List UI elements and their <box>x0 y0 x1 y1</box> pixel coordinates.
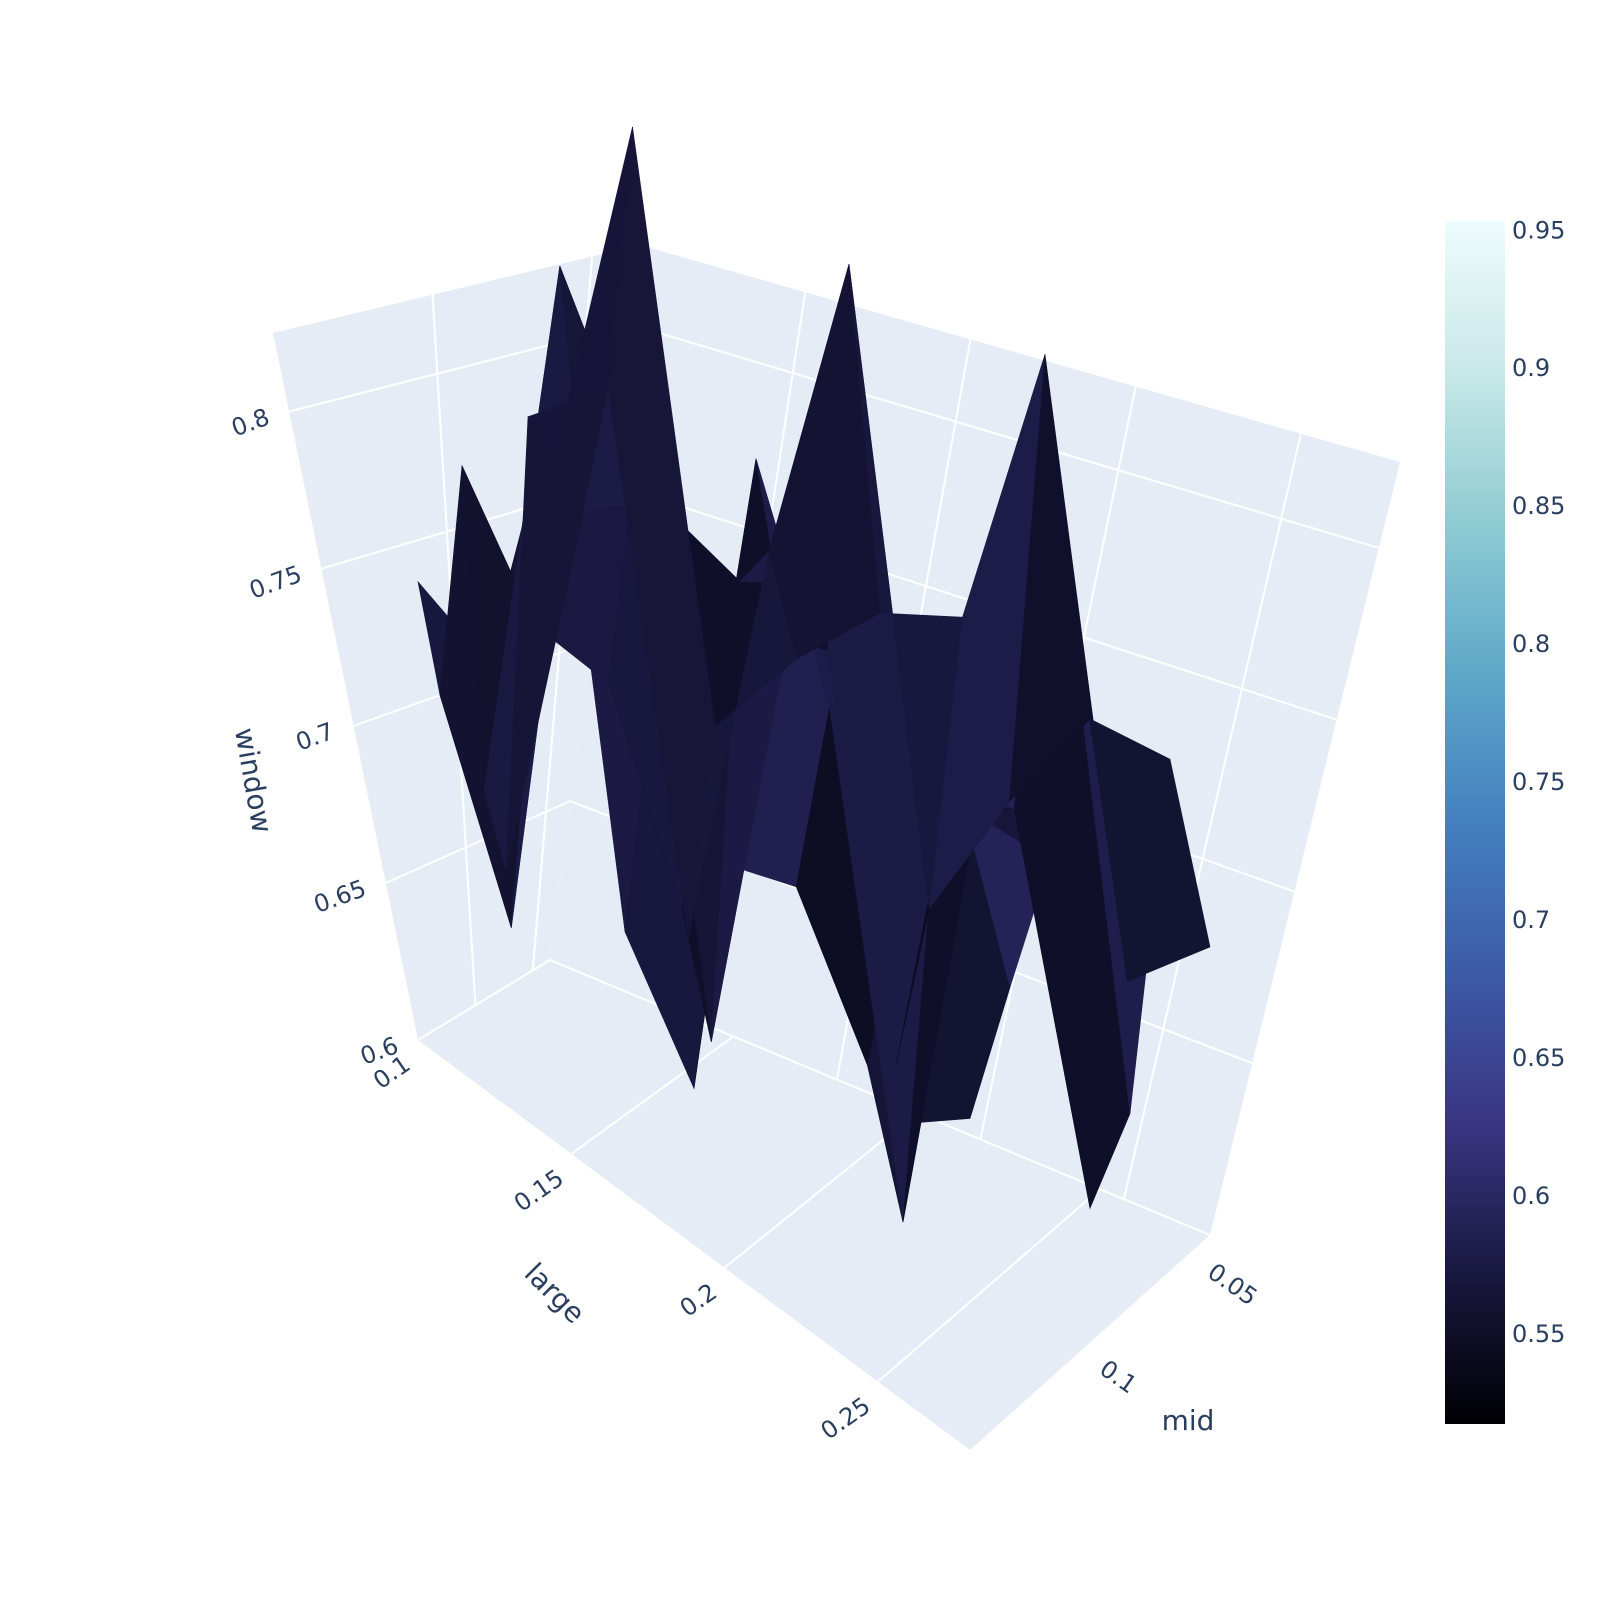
colorbar-ticks: 0.55 0.6 0.65 0.7 0.75 0.8 0.85 0.9 0.95 <box>1512 216 1565 1348</box>
colorbar-tick-label: 0.75 <box>1512 768 1565 796</box>
z-tick-label: 0.65 <box>310 874 370 919</box>
x-tick-label: 0.1 <box>1095 1354 1142 1399</box>
y-tick-label: 0.15 <box>509 1164 569 1218</box>
z-gridline <box>385 800 1253 1065</box>
y-axis-title: large <box>518 1257 592 1331</box>
y-tick-label: 0.2 <box>675 1278 722 1323</box>
z-axis-title: window <box>228 725 279 835</box>
z-gridline <box>417 958 1211 1236</box>
colorbar-tick-label: 0.55 <box>1512 1320 1565 1348</box>
colorbar-tick-label: 0.65 <box>1512 1044 1565 1072</box>
z-tick-label: 0.8 <box>228 403 273 442</box>
y-tick-label: 0.25 <box>816 1392 876 1446</box>
wall-gridline <box>1122 433 1302 1200</box>
z-tick-label: 0.7 <box>292 717 337 756</box>
colorbar-tick-label: 0.95 <box>1512 216 1565 244</box>
floor-pane <box>418 960 1210 1450</box>
colorbar-gradient <box>1445 221 1505 1424</box>
z-tick-label: 0.75 <box>246 560 306 605</box>
colorbar: 0.55 0.6 0.65 0.7 0.75 0.8 0.85 0.9 0.95 <box>1445 216 1565 1424</box>
colorbar-tick-label: 0.8 <box>1512 630 1550 658</box>
colorbar-tick-label: 0.7 <box>1512 906 1550 934</box>
colorbar-tick-label: 0.9 <box>1512 354 1550 382</box>
floor-gridline <box>570 1035 734 1155</box>
surface-patch <box>1089 718 1211 982</box>
x-axis-title: mid <box>1162 1404 1215 1437</box>
surface-mesh <box>417 126 1211 1223</box>
floor-gridline <box>877 1188 1101 1383</box>
colorbar-tick-label: 0.6 <box>1512 1182 1550 1210</box>
colorbar-tick-label: 0.85 <box>1512 492 1565 520</box>
x-tick-label: 0.05 <box>1203 1258 1263 1312</box>
